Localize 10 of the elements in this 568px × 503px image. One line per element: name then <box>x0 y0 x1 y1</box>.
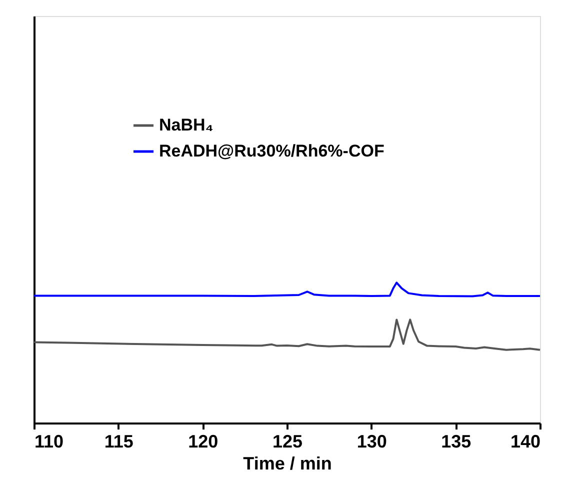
x-tick-label: 120 <box>188 432 218 452</box>
x-axis-title: Time / min <box>243 454 332 474</box>
x-tick-label: 125 <box>272 432 303 452</box>
x-tick-label: 135 <box>441 432 472 452</box>
x-tick-label: 130 <box>356 432 387 452</box>
x-tick-label: 115 <box>104 432 134 452</box>
x-tick-label: 140 <box>510 432 540 452</box>
legend-label: ReADH@Ru30%/Rh6%-COF <box>159 142 384 160</box>
legend-label: NaBH₄ <box>159 116 214 134</box>
x-tick-label: 110 <box>34 432 64 452</box>
